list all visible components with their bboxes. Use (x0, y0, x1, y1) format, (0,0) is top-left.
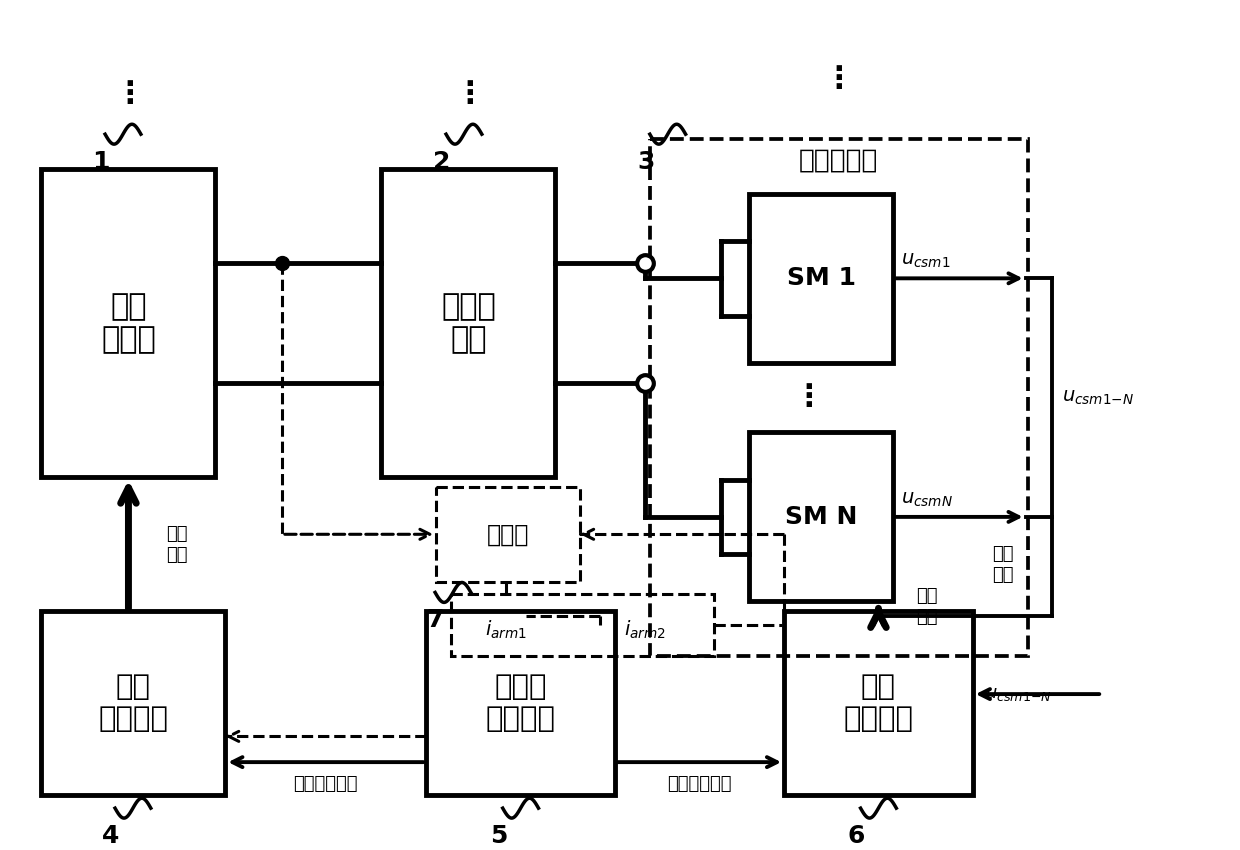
Text: 电压电流信号: 电压电流信号 (294, 775, 358, 793)
Bar (427, 611, 615, 796)
Text: SM 1: SM 1 (787, 266, 856, 291)
Text: $u_{csm1\mathsf{-}N}$: $u_{csm1\mathsf{-}N}$ (985, 685, 1052, 703)
Text: 变流器
系统模型: 变流器 系统模型 (486, 673, 556, 734)
Bar (650, 139, 1028, 656)
Bar (749, 194, 893, 363)
Bar (436, 487, 580, 581)
Bar (749, 433, 893, 602)
Text: $i_{arm2}$: $i_{arm2}$ (624, 619, 666, 642)
Text: 电阻抗
网络: 电阻抗 网络 (441, 292, 496, 354)
Bar (451, 594, 714, 656)
Text: 1: 1 (92, 150, 110, 174)
Bar (41, 169, 216, 477)
Bar (382, 169, 556, 477)
Text: 选择器: 选择器 (487, 522, 529, 547)
Text: 4: 4 (103, 824, 120, 848)
Bar (784, 611, 973, 796)
Text: ⋮: ⋮ (114, 80, 145, 109)
Text: $i_{arm1}$: $i_{arm1}$ (485, 619, 527, 642)
Text: $u_{csm1\mathsf{-}N}$: $u_{csm1\mathsf{-}N}$ (1063, 388, 1135, 407)
Text: 6: 6 (848, 824, 866, 848)
Text: 控制
信号: 控制 信号 (992, 545, 1013, 583)
Text: 待测子模块: 待测子模块 (799, 148, 878, 174)
Text: 电流
发生器: 电流 发生器 (102, 292, 156, 354)
Text: 控制
信号: 控制 信号 (166, 524, 187, 564)
Text: SM N: SM N (785, 505, 858, 529)
Text: 电流
控制系统: 电流 控制系统 (98, 673, 169, 734)
Text: $u_{csmN}$: $u_{csmN}$ (901, 490, 954, 508)
Text: 5: 5 (490, 824, 507, 848)
Text: 2: 2 (434, 150, 451, 174)
Text: 电压电流信号: 电压电流信号 (667, 775, 732, 793)
Text: 电压
控制系统: 电压 控制系统 (843, 673, 914, 734)
Text: 控制
信号: 控制 信号 (916, 587, 937, 626)
Text: 7: 7 (427, 609, 444, 632)
Text: 3: 3 (637, 150, 655, 174)
Text: $u_{csm1}$: $u_{csm1}$ (901, 251, 951, 270)
Text: ⋮: ⋮ (823, 65, 854, 94)
Bar (41, 611, 226, 796)
Text: ⋮: ⋮ (794, 383, 823, 412)
Text: ⋮: ⋮ (455, 80, 485, 109)
